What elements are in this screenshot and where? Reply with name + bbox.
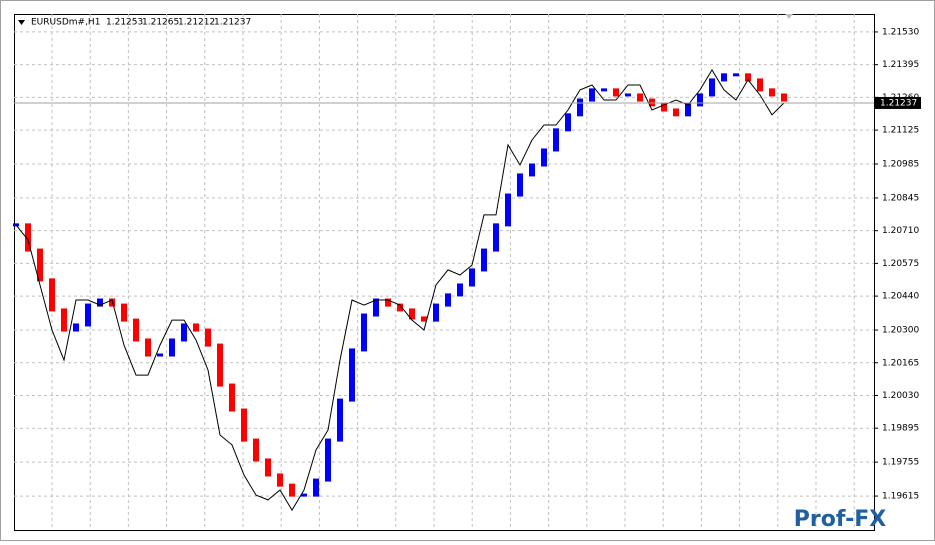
brick: [481, 248, 487, 272]
brick: [337, 398, 343, 442]
menu-arrow: [18, 20, 25, 25]
shift-marker: [785, 14, 793, 19]
brick: [241, 408, 247, 442]
brick: [277, 473, 283, 487]
brick: [493, 223, 499, 252]
brick: [709, 78, 715, 97]
brick: [205, 328, 211, 347]
brick: [193, 323, 199, 332]
brick: [673, 108, 679, 117]
brick: [781, 93, 787, 102]
brick: [541, 148, 547, 167]
brick: [601, 88, 607, 92]
brick: [97, 298, 103, 307]
brick: [181, 323, 187, 342]
brick: [217, 343, 223, 387]
brick: [745, 73, 751, 82]
brick: [637, 93, 643, 102]
brick: [577, 98, 583, 117]
brick: [289, 483, 295, 497]
brick: [49, 278, 55, 312]
brick: [73, 323, 79, 332]
ohlc-value: 1.21237: [214, 18, 251, 28]
close-line: [15, 69, 785, 512]
brick: [157, 353, 163, 357]
brick: [529, 163, 535, 177]
y-tick-label: 1.21395: [882, 60, 919, 70]
brick: [421, 316, 427, 322]
brick: [361, 313, 367, 352]
brick: [685, 103, 691, 117]
brick: [553, 128, 559, 152]
brick: [757, 78, 763, 92]
brick: [109, 298, 115, 307]
brick: [229, 383, 235, 412]
brick: [397, 303, 403, 312]
brick: [265, 458, 271, 477]
brick: [145, 338, 151, 357]
y-tick-label: 1.19615: [882, 492, 919, 502]
brick: [325, 438, 331, 482]
brick: [133, 318, 139, 342]
brick: [349, 348, 355, 402]
last-price-label: 1.21237: [880, 98, 917, 108]
y-tick-label: 1.19755: [882, 458, 919, 468]
brick: [409, 308, 415, 320]
y-tick-label: 1.20985: [882, 160, 919, 170]
brick: [373, 298, 379, 317]
ohlc-value: 1.21253: [106, 18, 143, 28]
y-tick-label: 1.20845: [882, 193, 919, 203]
brick: [121, 303, 127, 322]
brick: [625, 93, 631, 97]
brick: [253, 438, 259, 462]
brick: [169, 338, 175, 357]
grid: [14, 14, 874, 530]
brick: [517, 173, 523, 197]
watermark: Prof-FX: [794, 507, 886, 532]
y-tick-label: 1.20440: [882, 292, 919, 302]
y-tick-label: 1.20030: [882, 391, 919, 401]
brick: [25, 223, 31, 252]
brick: [445, 293, 451, 307]
brick: [565, 113, 571, 132]
brick: [433, 303, 439, 322]
brick: [61, 308, 67, 332]
brick: [457, 283, 463, 297]
brick: [661, 103, 667, 112]
last-price-box: [875, 96, 921, 109]
brick: [469, 268, 475, 287]
brick: [13, 223, 19, 227]
y-tick-label: 1.20710: [882, 226, 919, 236]
brick: [85, 303, 91, 327]
symbol: EURUSDm#,H1: [31, 18, 100, 28]
brick: [505, 193, 511, 227]
brick: [589, 88, 595, 102]
brick: [301, 493, 307, 497]
brick: [733, 73, 739, 77]
y-tick-label: 1.20165: [882, 358, 919, 368]
brick: [313, 478, 319, 497]
brick: [385, 298, 391, 307]
brick: [37, 248, 43, 282]
plot-area: [14, 14, 875, 531]
brick: [697, 93, 703, 107]
y-tick-label: 1.20575: [882, 259, 919, 269]
brick: [769, 88, 775, 97]
brick: [613, 88, 619, 97]
y-tick-label: 1.21530: [882, 27, 919, 37]
y-tick-label: 1.20300: [882, 326, 919, 336]
ohlc-value: 1.21265: [142, 18, 179, 28]
y-tick-label: 1.19895: [882, 424, 919, 434]
y-tick-label: 1.21125: [882, 126, 919, 136]
ohlc-value: 1.21212: [178, 18, 215, 28]
brick: [721, 73, 727, 82]
